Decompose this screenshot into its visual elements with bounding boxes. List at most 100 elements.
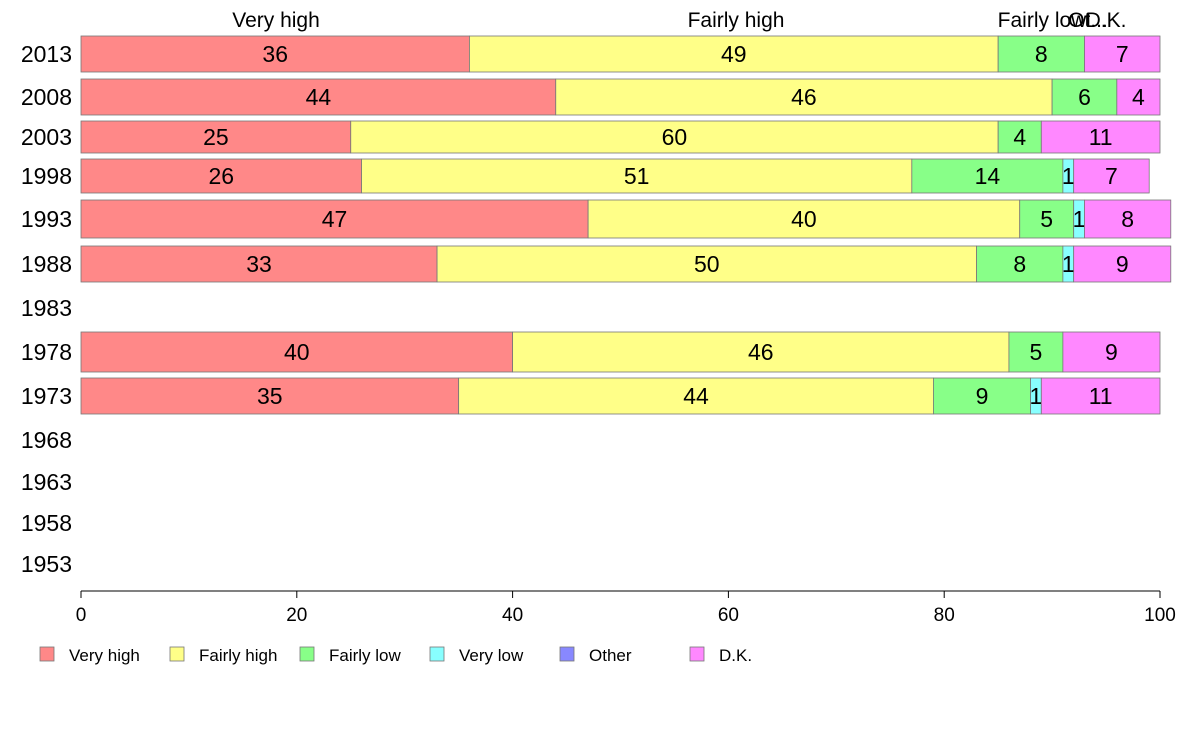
bar-1973-d-k <box>1040 377 1161 415</box>
bar-1978-fairly-high <box>512 331 1010 373</box>
x-tick-label-0: 0 <box>76 605 87 626</box>
bar-row-1998: 26 51 14 1 7 <box>80 158 1150 194</box>
data-label-1978-very-high: 40 <box>284 339 310 365</box>
legend-swatch-d-k <box>689 646 705 662</box>
bar-1988-very-high <box>80 245 438 283</box>
legend-label-other: Other <box>589 646 632 665</box>
bar-1998-very-high <box>80 158 362 194</box>
bar-row-2003: 25 60 4 11 <box>80 120 1161 154</box>
bar-1978-fairly-low <box>1008 331 1064 373</box>
bar-2003-very-high <box>80 120 352 154</box>
data-label-2008-very-high: 44 <box>306 84 332 110</box>
legend-item-other: Other <box>559 646 632 665</box>
y-tick-label-1983: 1983 <box>21 295 72 321</box>
y-tick-label-1993: 1993 <box>21 206 72 232</box>
y-tick-label-1973: 1973 <box>21 383 72 409</box>
legend-label-fairly-low: Fairly low <box>329 646 402 665</box>
data-label-2003-fairly-low: 4 <box>1013 124 1026 150</box>
bar-2008-d-k <box>1116 78 1161 116</box>
bar-1988-fairly-high <box>436 245 977 283</box>
x-axis: 0 20 40 60 80 100 <box>76 590 1176 626</box>
x-tick-label-80: 80 <box>934 605 955 626</box>
bar-1988-d-k <box>1073 245 1172 283</box>
bar-2013-d-k <box>1084 35 1161 73</box>
data-label-1998-very-low: 1 <box>1062 163 1075 189</box>
data-label-2003-fairly-high: 60 <box>662 124 688 150</box>
data-label-2013-d-k: 7 <box>1116 41 1129 67</box>
legend-label-very-high: Very high <box>69 646 140 665</box>
data-label-2003-very-high: 25 <box>203 124 229 150</box>
data-label-1993-very-low: 1 <box>1073 206 1086 232</box>
y-tick-label-1978: 1978 <box>21 339 72 365</box>
x-tick-label-60: 60 <box>718 605 739 626</box>
legend-swatch-other <box>559 646 575 662</box>
bar-1993-fairly-high <box>587 199 1021 239</box>
data-label-2003-d-k: 11 <box>1089 124 1113 150</box>
data-label-1988-fairly-low: 8 <box>1013 251 1026 277</box>
bar-1993-fairly-low <box>1019 199 1075 239</box>
data-label-1978-fairly-high: 46 <box>748 339 774 365</box>
data-label-1978-d-k: 9 <box>1105 339 1118 365</box>
legend-label-fairly-high: Fairly high <box>199 646 277 665</box>
top-label-ot: Ot... <box>1068 9 1108 32</box>
data-label-1988-fairly-high: 50 <box>694 251 720 277</box>
y-tick-label-1968: 1968 <box>21 427 72 453</box>
bar-1998-fairly-high <box>361 158 913 194</box>
top-label-d-k: D.K. <box>1086 9 1127 32</box>
legend-swatch-fairly-low <box>299 646 315 662</box>
y-tick-label-2013: 2013 <box>21 41 72 67</box>
data-label-1973-d-k: 11 <box>1089 383 1113 409</box>
bar-row-1993: 47 40 5 1 8 <box>80 199 1172 239</box>
data-label-1993-very-high: 47 <box>322 206 348 232</box>
x-tick-label-20: 20 <box>286 605 307 626</box>
top-label-very-high: Very high <box>232 9 320 32</box>
data-label-2008-d-k: 4 <box>1132 84 1145 110</box>
data-label-2008-fairly-high: 46 <box>791 84 817 110</box>
bar-2003-d-k <box>1040 120 1161 154</box>
y-tick-label-2003: 2003 <box>21 124 72 150</box>
data-label-1993-fairly-low: 5 <box>1040 206 1053 232</box>
data-label-1973-very-high: 35 <box>257 383 283 409</box>
data-label-1973-fairly-high: 44 <box>683 383 709 409</box>
bar-2013-fairly-low <box>997 35 1085 73</box>
bar-2008-fairly-low <box>1051 78 1118 116</box>
legend-swatch-fairly-high <box>169 646 185 662</box>
bar-2008-fairly-high <box>555 78 1053 116</box>
data-label-1988-very-low: 1 <box>1062 251 1075 277</box>
data-label-1973-fairly-low: 9 <box>976 383 989 409</box>
bar-1973-very-high <box>80 377 460 415</box>
legend-item-fairly-low: Fairly low <box>299 646 402 665</box>
bar-2008-very-high <box>80 78 557 116</box>
bar-1998-d-k <box>1073 158 1150 194</box>
bar-1993-d-k <box>1084 199 1172 239</box>
data-label-1998-d-k: 7 <box>1105 163 1118 189</box>
legend-item-fairly-high: Fairly high <box>169 646 277 665</box>
bar-row-2008: 44 46 6 4 <box>80 78 1161 116</box>
legend: Very high Fairly high Fairly low Very low Ot… <box>39 646 752 665</box>
bar-1973-fairly-low <box>933 377 1031 415</box>
data-label-1978-fairly-low: 5 <box>1030 339 1043 365</box>
data-label-1998-fairly-low: 14 <box>975 163 1001 189</box>
y-axis-labels: 2013 2008 2003 1998 1993 1988 1983 1978 1973 1968… <box>21 41 72 577</box>
data-label-2013-fairly-high: 49 <box>721 41 747 67</box>
x-tick-label-100: 100 <box>1144 605 1176 626</box>
legend-swatch-very-high <box>39 646 55 662</box>
legend-swatch-very-low <box>429 646 445 662</box>
bar-2003-fairly-low <box>997 120 1042 154</box>
data-label-1993-d-k: 8 <box>1121 206 1134 232</box>
bar-1973-fairly-high <box>458 377 934 415</box>
bar-2013-very-high <box>80 35 470 73</box>
y-tick-label-1963: 1963 <box>21 469 72 495</box>
bar-row-1988: 33 50 8 1 9 <box>80 245 1172 283</box>
top-label-fairly-high: Fairly high <box>688 9 785 32</box>
legend-item-very-low: Very low <box>429 646 524 665</box>
bar-row-2013: 36 49 8 7 <box>80 35 1161 73</box>
y-tick-label-1958: 1958 <box>21 510 72 536</box>
bar-1988-fairly-low <box>976 245 1064 283</box>
legend-label-d-k: D.K. <box>719 646 752 665</box>
y-tick-label-1953: 1953 <box>21 551 72 577</box>
data-label-1998-very-high: 26 <box>208 163 234 189</box>
